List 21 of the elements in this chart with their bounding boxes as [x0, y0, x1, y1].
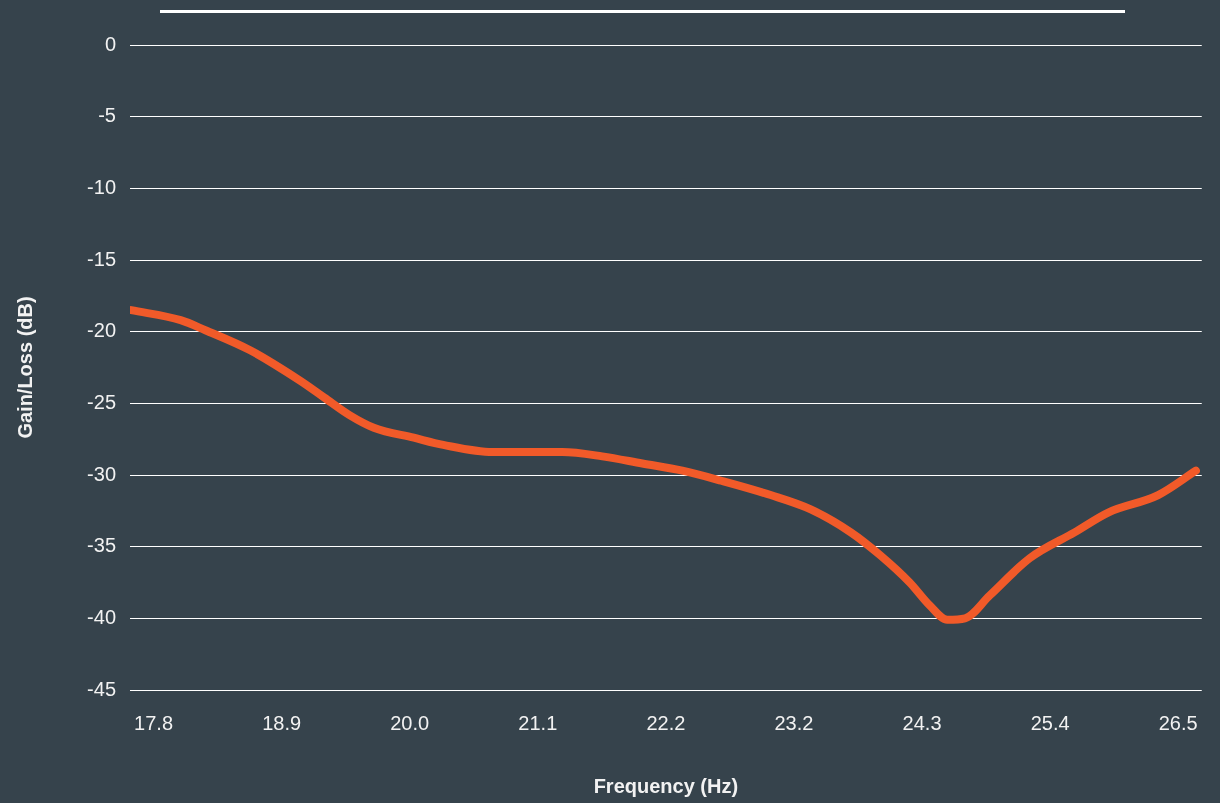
x-tick-label: 23.2: [774, 711, 814, 734]
y-tick-label: -15: [87, 247, 116, 270]
y-tick-label: -5: [98, 104, 116, 127]
y-tick-label: -30: [87, 462, 116, 485]
x-tick-label: 17.8: [134, 711, 174, 734]
x-tick-label: 25.4: [1030, 711, 1070, 734]
y-tick-label: -10: [87, 175, 116, 198]
x-tick-label: 26.5: [1158, 711, 1198, 734]
y-tick-label: -25: [87, 390, 116, 413]
x-tick-label: 24.3: [902, 711, 942, 734]
y-tick-label: -20: [87, 319, 116, 342]
y-axis-title: Gain/Loss (dB): [13, 296, 36, 439]
x-tick-label: 20.0: [390, 711, 430, 734]
y-tick-label: -40: [87, 605, 116, 628]
x-tick-label: 21.1: [518, 711, 558, 734]
x-axis-title: Frequency (Hz): [593, 774, 739, 797]
x-tick-label: 18.9: [262, 711, 302, 734]
x-tick-label: 22.2: [646, 711, 686, 734]
y-tick-label: 0: [104, 32, 116, 55]
y-tick-label: -45: [87, 677, 116, 700]
y-tick-label: -35: [87, 534, 116, 557]
